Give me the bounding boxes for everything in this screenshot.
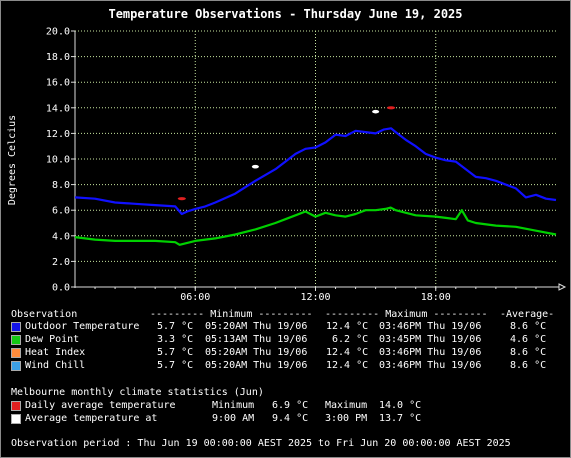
x-axis-arrow [558,283,567,291]
climate-daily-average-swatch [11,401,21,411]
legend-series-name: Outdoor Temperature [25,321,140,332]
legend-max-time: 03:46PM Thu 19/06 [379,347,482,358]
observation-period: Observation period : Thu Jun 19 00:00:00… [11,438,511,449]
series-line-dew-point [74,206,557,246]
legend-min-value: 3.3 °C [157,334,194,345]
legend-max-value: 12.4 °C [326,321,369,332]
climate-average-at-marker [251,164,259,169]
y-tick-label: 2.0 [52,257,70,268]
legend-max-time: 03:46PM Thu 19/06 [379,360,482,371]
legend-swatch [11,348,21,358]
y-tick-label: 18.0 [46,52,70,63]
legend-swatch [11,322,21,332]
legend-swatch [11,335,21,345]
y-tick-label: 16.0 [46,78,70,89]
legend-min-value: 5.7 °C [157,360,194,371]
climate-daily-average-label: Daily average temperature [25,400,176,411]
legend-max-value: 6.2 °C [332,334,369,345]
legend-avg-value: 8.6 °C [510,347,547,358]
legend-max-value: 12.4 °C [326,360,369,371]
climate-time-1: 9:00 AM [212,413,255,424]
legend-min-time: 05:13AM Thu 19/06 [205,334,308,345]
legend-avg-value: 8.6 °C [510,360,547,371]
legend-series-name: Heat Index [25,347,86,358]
climate-average-at-marker [372,109,380,114]
climate-time-2: 3:00 PM [325,413,368,424]
climate-max-label: Maximum [325,400,368,411]
legend-min-header: --------- Minimum --------- [150,309,313,320]
climate-average-at-label: Average temperature at [25,413,158,424]
legend-min-value: 5.7 °C [157,347,194,358]
x-tick-label: 18:00 [421,292,451,300]
legend-heading: Observation [11,309,78,320]
y-tick-label: 12.0 [46,129,70,140]
climate-min-value: 6.9 °C [272,400,309,411]
legend-series-name: Dew Point [25,334,80,345]
climate-max-value: 14.0 °C [379,400,422,411]
legend-max-value: 12.4 °C [326,347,369,358]
climate-daily-average-marker [387,106,396,110]
legend-max-time: 03:46PM Thu 19/06 [379,321,482,332]
climate-value-1: 9.4 °C [272,413,309,424]
legend-min-time: 05:20AM Thu 19/06 [205,360,308,371]
legend-avg-value: 8.6 °C [510,321,547,332]
y-tick-label: 20.0 [46,27,70,38]
climate-average-at-swatch [11,414,21,424]
y-tick-label: 8.0 [52,180,70,191]
plot-area: 0.0 2.0 4.0 6.0 8.0 10.0 12.0 14.0 16.0 18.0 20.0 0… [46,27,567,300]
y-tick-label: 4.0 [52,231,70,242]
legend-max-header: --------- Maximum --------- [325,309,488,320]
legend-min-time: 05:20AM Thu 19/06 [205,321,308,332]
x-tick-label: 06:00 [180,292,210,300]
x-tick-label: 12:00 [300,292,330,300]
legend-series-name: Wind Chill [25,360,86,371]
legend-swatch [11,361,21,371]
y-tick-label: 10.0 [46,155,70,166]
climate-min-label: Minimum [212,400,255,411]
climate-heading: Melbourne monthly climate statistics (Ju… [11,387,264,398]
legend-max-time: 03:45PM Thu 19/06 [379,334,482,345]
legend-min-value: 5.7 °C [157,321,194,332]
y-tick-label: 14.0 [46,103,70,114]
chart-title: Temperature Observations - Thursday June… [108,7,463,21]
climate-daily-average-marker [177,197,186,201]
y-tick-label: 6.0 [52,206,70,217]
series-line-outdoor-temperature [74,127,557,216]
y-tick-label: 0.0 [52,283,70,294]
legend-min-time: 05:20AM Thu 19/06 [205,347,308,358]
climate-value-2: 13.7 °C [379,413,422,424]
legend-avg-header: -Average- [500,309,555,320]
legend-avg-value: 4.6 °C [510,334,547,345]
